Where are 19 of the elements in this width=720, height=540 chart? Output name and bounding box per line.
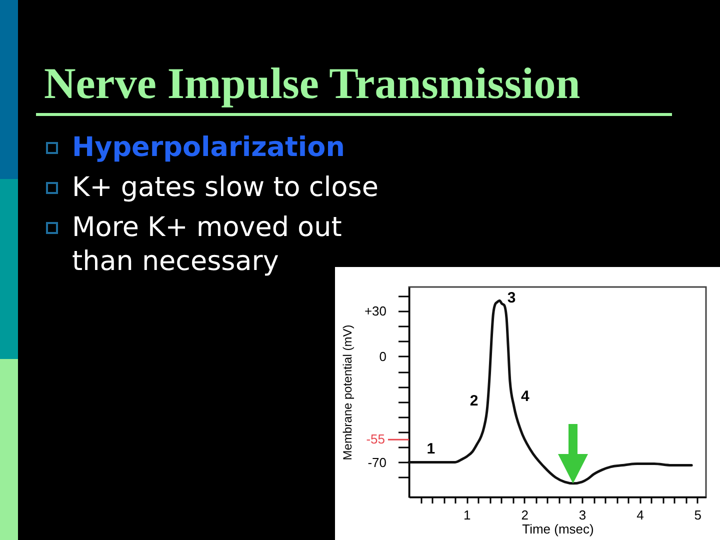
ref-line-label: -55 (366, 432, 385, 447)
y-tick-label: 0 (379, 348, 386, 364)
text: More K+ moved out than necessary (72, 212, 342, 277)
annotation: 1 (426, 440, 436, 458)
annotation: 4 (521, 388, 530, 405)
x-tick-label: 4 (636, 508, 644, 522)
x-tick-label: 5 (694, 508, 702, 522)
y-axis-title: Membrane potential (mV) (340, 324, 354, 460)
chart-title: Nerve Impulse Transmission (44, 59, 580, 108)
x-tick-label: 2 (521, 508, 528, 522)
x-axis-title: Time (msec) (522, 522, 594, 536)
annotation: 3 (507, 290, 516, 307)
x-tick-label: 3 (578, 508, 586, 522)
annotation: 2 (470, 392, 478, 410)
x-tick-label: 1 (464, 508, 471, 522)
text: K+ gates slow to close (72, 172, 378, 203)
text: Hyperpolarization (72, 132, 345, 163)
y-tick-label: +30 (364, 304, 386, 319)
y-tick-label: -70 (368, 454, 386, 470)
